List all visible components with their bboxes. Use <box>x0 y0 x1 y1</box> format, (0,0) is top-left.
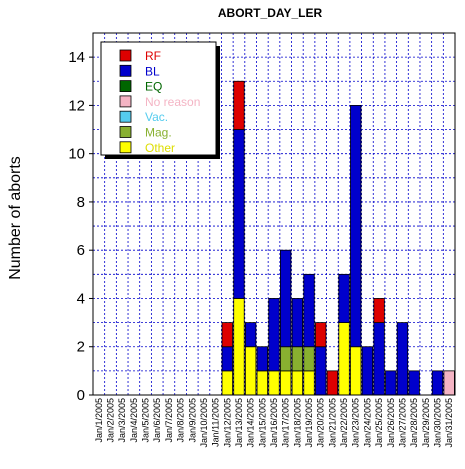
bar-segment-bl <box>373 322 385 396</box>
plot-area: 0 2 4 6 8 10 12 14 Jan/1/2005 Jan/2/2005 Jan/3/200… <box>68 32 456 448</box>
x-tick-label: Jan/6/2005 <box>152 398 162 443</box>
chart-title: ABORT_DAY_LER <box>218 6 323 20</box>
bar-segment-other <box>303 370 315 396</box>
bar-segment-bl <box>256 346 268 372</box>
x-tick-label: Jan/10/2005 <box>199 398 209 448</box>
x-tick-label: Jan/8/2005 <box>176 398 186 443</box>
x-tick-label: Jan/4/2005 <box>129 398 139 443</box>
legend-label: Other <box>145 141 175 155</box>
x-tick-label: Jan/27/2005 <box>397 398 407 448</box>
x-tick-label: Jan/7/2005 <box>164 398 174 443</box>
x-tick-label: Jan/25/2005 <box>374 398 384 448</box>
legend-label: RF <box>145 49 161 63</box>
x-tick-label: Jan/17/2005 <box>281 398 291 448</box>
legend-swatch <box>119 110 132 123</box>
bar-segment-mag <box>280 346 292 372</box>
x-tick-label: Jan/11/2005 <box>211 398 221 447</box>
y-tick-label: 0 <box>77 387 85 404</box>
bar-segment-rf <box>326 370 339 396</box>
y-tick-label: 14 <box>68 49 85 66</box>
y-axis-label: Number of aborts <box>7 156 24 280</box>
x-tick-label: Jan/1/2005 <box>94 398 104 443</box>
x-tick-label: Jan/24/2005 <box>362 398 372 448</box>
x-tick-label: Jan/30/2005 <box>432 398 442 448</box>
bar-segment-bl <box>268 298 280 372</box>
x-tick-label: Jan/16/2005 <box>269 398 279 448</box>
legend-label: Mag. <box>145 126 172 140</box>
y-tick-label: 4 <box>77 290 85 307</box>
bar-segment-no-reason <box>443 370 455 396</box>
y-tick-label: 8 <box>77 194 85 211</box>
legend-label: Vac. <box>145 110 168 124</box>
legend-label: EQ <box>145 80 162 94</box>
y-tick-label: 2 <box>77 339 85 356</box>
bar-segment-other <box>233 298 245 396</box>
x-tick-label: Jan/3/2005 <box>117 398 127 443</box>
bar-segment-other <box>280 370 292 396</box>
bar-segment-bl <box>396 322 409 396</box>
x-tick-label: Jan/31/2005 <box>444 398 454 448</box>
bar-segment-mag <box>303 346 315 372</box>
x-tick-label: Jan/2/2005 <box>106 398 116 443</box>
x-tick-label: Jan/19/2005 <box>304 398 314 448</box>
bar-segment-rf <box>373 298 385 324</box>
bar-segment-bl <box>233 129 245 299</box>
y-tick-label: 6 <box>77 242 85 259</box>
bar-segment-rf <box>233 80 245 130</box>
bar-segment-bl <box>280 249 292 348</box>
legend-swatch <box>119 49 132 62</box>
plot-frame <box>92 32 456 396</box>
bar-segment-bl <box>244 322 257 348</box>
x-tick-label: Jan/18/2005 <box>292 398 302 448</box>
legend-label: BL <box>145 64 160 78</box>
x-tick-label: Jan/14/2005 <box>246 398 256 448</box>
y-tick-label: 12 <box>68 97 85 114</box>
x-tick-label: Jan/15/2005 <box>257 398 267 448</box>
legend-swatch <box>119 141 132 154</box>
bar-segment-other <box>244 346 257 396</box>
bar-segment-bl <box>221 346 233 372</box>
x-tick-label: Jan/21/2005 <box>327 398 337 448</box>
x-tick-label: Jan/5/2005 <box>141 398 151 443</box>
legend-label: No reason <box>145 95 200 109</box>
x-tick-label: Jan/20/2005 <box>316 398 326 448</box>
bar-segment-bl <box>408 370 420 396</box>
legend-swatch <box>119 126 132 138</box>
bar-segment-rf <box>221 322 233 348</box>
bar-segment-bl <box>315 346 327 396</box>
x-tick-label: Jan/29/2005 <box>421 398 431 448</box>
bar-segment-rf <box>315 322 327 348</box>
x-tick-label: Jan/23/2005 <box>351 398 361 448</box>
legend-swatch <box>119 80 132 92</box>
bar-segment-other <box>221 370 233 396</box>
bar-segment-other <box>268 370 280 396</box>
bar-segment-mag <box>291 346 304 372</box>
x-tick-label: Jan/13/2005 <box>234 398 244 448</box>
bar-segment-other <box>291 370 304 396</box>
bar-segment-other <box>256 370 268 396</box>
y-tick-label: 10 <box>68 146 85 163</box>
x-tick-label: Jan/26/2005 <box>386 398 396 448</box>
bar-segment-bl <box>431 370 444 396</box>
x-tick-label: Jan/28/2005 <box>409 398 419 448</box>
bar-segment-other <box>350 346 362 396</box>
bar-segment-bl <box>361 346 374 396</box>
legend-swatch <box>119 64 132 77</box>
bar-segment-bl <box>338 273 350 324</box>
bar-segment-bl <box>385 370 397 396</box>
bar-segment-bl <box>350 105 362 348</box>
x-tick-label: Jan/12/2005 <box>222 398 232 448</box>
x-tick-label: Jan/9/2005 <box>187 398 197 443</box>
bar-segment-bl <box>303 273 315 348</box>
bar-segment-other <box>338 322 350 396</box>
legend-swatch <box>119 95 132 108</box>
x-tick-label: Jan/22/2005 <box>339 398 349 448</box>
bar-segment-bl <box>291 298 304 348</box>
